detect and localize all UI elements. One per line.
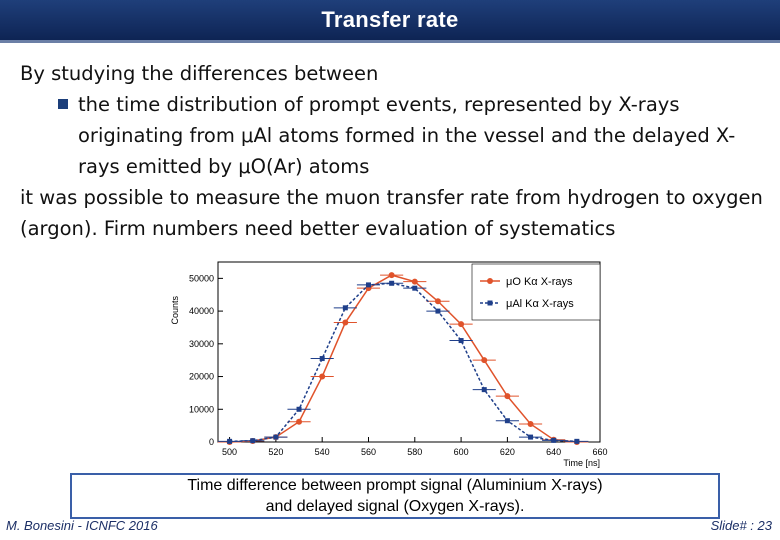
data-point: [412, 285, 418, 291]
bullet-item: the time distribution of prompt events, …: [58, 89, 770, 182]
square-bullet-icon: [58, 99, 68, 109]
data-point: [481, 387, 487, 393]
footer-slide-number: Slide# : 23: [710, 518, 772, 533]
slide-title: Transfer rate: [321, 7, 459, 32]
data-point: [319, 373, 326, 380]
slide-body: By studying the differences between the …: [20, 58, 770, 244]
x-tick-label: 620: [500, 447, 515, 457]
series-line-1: [229, 282, 577, 443]
intro-text: By studying the differences between: [20, 62, 379, 85]
legend-box: [471, 263, 601, 321]
data-point: [435, 308, 441, 314]
data-point: [296, 418, 303, 425]
caption-box: Time difference between prompt signal (A…: [70, 473, 720, 519]
data-point: [296, 406, 302, 412]
data-point: [481, 357, 488, 364]
figure-caption: Time difference between prompt signal (A…: [187, 477, 603, 515]
bullet-text: the time distribution of prompt events, …: [78, 93, 736, 178]
data-point: [342, 319, 349, 326]
x-tick-label: 500: [222, 447, 237, 457]
x-tick-label: 560: [361, 447, 376, 457]
x-tick-label: 540: [315, 447, 330, 457]
data-point: [574, 438, 580, 444]
data-point: [388, 272, 395, 279]
y-tick-label: 10000: [189, 404, 214, 414]
x-tick-label: 580: [407, 447, 422, 457]
data-point: [389, 280, 395, 286]
x-tick-label: 520: [268, 447, 283, 457]
series-line-0: [229, 274, 577, 443]
legend-label: μO Kα X-rays: [506, 276, 573, 288]
data-point: [273, 434, 279, 440]
data-point: [458, 321, 465, 328]
y-tick-label: 50000: [189, 273, 214, 283]
data-point: [227, 438, 233, 444]
x-tick-label: 660: [592, 447, 607, 457]
data-point: [527, 421, 534, 427]
data-point: [528, 434, 534, 440]
data-point: [434, 298, 441, 305]
conclusion-text: it was possible to measure the muon tran…: [20, 186, 763, 240]
data-point: [411, 278, 418, 285]
legend-marker: [487, 300, 493, 306]
y-tick-label: 0: [209, 437, 214, 447]
y-tick-label: 20000: [189, 372, 214, 382]
chart-svg: 500 520 540 560 580 600 620 640 660 0 10000 20000 30…: [170, 261, 608, 468]
title-bar: Transfer rate: [0, 0, 780, 43]
y-tick-label: 40000: [189, 306, 214, 316]
data-point: [342, 305, 348, 311]
x-tick-label: 640: [546, 447, 561, 457]
data-point: [319, 356, 325, 362]
legend-marker: [487, 278, 493, 284]
data-point: [504, 418, 510, 424]
data-point: [551, 437, 557, 443]
y-tick-label: 30000: [189, 339, 214, 349]
data-point: [504, 393, 511, 400]
x-axis-label: Time [ns]: [563, 458, 600, 468]
y-axis-label: Counts: [170, 296, 180, 325]
data-point: [250, 438, 256, 444]
legend-label: μAl Kα X-rays: [506, 298, 574, 310]
transfer-rate-chart: 500 520 540 560 580 600 620 640 660 0 10000 20000 30…: [160, 252, 610, 474]
footer-author: M. Bonesini - ICNFC 2016: [6, 518, 158, 533]
data-point: [458, 338, 464, 344]
x-tick-label: 600: [454, 447, 469, 457]
data-point: [365, 282, 371, 288]
